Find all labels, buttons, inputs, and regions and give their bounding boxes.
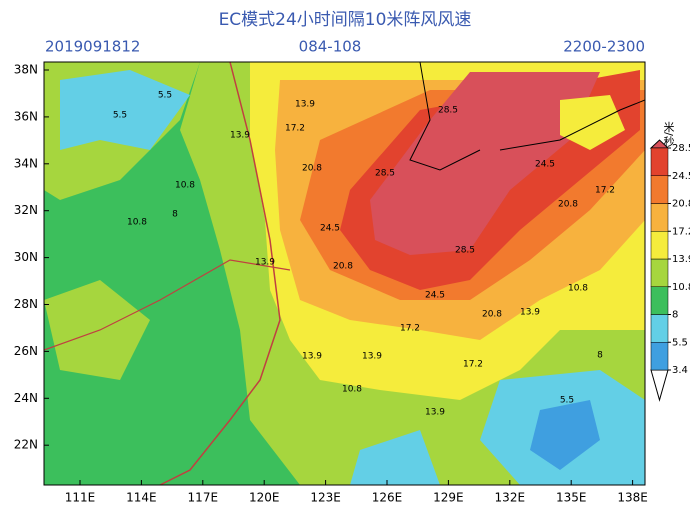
contour-label: 5.5 bbox=[113, 111, 127, 121]
colorbar-label: 28.5 bbox=[672, 143, 690, 154]
map: 5.5 5.5 10.8 13.9 13.9 17.2 20.8 24.5 28… bbox=[44, 62, 645, 485]
colorbar-band bbox=[650, 231, 669, 260]
contour-label: 13.9 bbox=[520, 308, 540, 318]
colorbar: 米/秒 3.4 5.5 8 10.8 13.9 17.2 20.8 24.5 28.5 bbox=[649, 121, 690, 402]
lat-label: 36N bbox=[14, 109, 38, 123]
contour-label: 5.5 bbox=[560, 396, 574, 406]
contour-label: 13.9 bbox=[362, 352, 382, 362]
lon-label: 120E bbox=[249, 491, 280, 505]
axes: 38N 36N 34N 32N 30N 28N 26N 24N 22N 111E 114E 117E 1… bbox=[14, 63, 648, 505]
run-time: 2019091812 bbox=[45, 38, 140, 56]
contour-label: 20.8 bbox=[482, 310, 502, 320]
colorbar-unit: 米/秒 bbox=[662, 121, 675, 147]
contour-label: 10.8 bbox=[175, 181, 195, 191]
colorbar-label: 13.9 bbox=[672, 254, 690, 265]
contour-label: 10.8 bbox=[568, 284, 588, 294]
colorbar-band bbox=[650, 286, 669, 315]
lon-label: 135E bbox=[556, 491, 587, 505]
contour-label: 5.5 bbox=[158, 91, 172, 101]
colorbar-band bbox=[650, 147, 669, 176]
lon-label: 117E bbox=[188, 491, 219, 505]
contour-label: 17.2 bbox=[400, 324, 420, 334]
contour-label: 24.5 bbox=[425, 291, 445, 301]
contour-label: 24.5 bbox=[535, 160, 555, 170]
contour-label: 17.2 bbox=[595, 186, 615, 196]
map-frame bbox=[43, 61, 646, 486]
colorbar-label: 10.8 bbox=[672, 282, 690, 293]
lat-label: 38N bbox=[14, 63, 38, 77]
lon-label: 123E bbox=[310, 491, 341, 505]
colorbar-band bbox=[650, 314, 669, 343]
colorbar-arrow-low bbox=[650, 369, 669, 402]
valid-time: 2200-2300 bbox=[563, 38, 645, 56]
lon-label: 129E bbox=[433, 491, 464, 505]
lat-label: 26N bbox=[14, 344, 38, 358]
contour-label: 20.8 bbox=[333, 262, 353, 272]
contour-label: 20.8 bbox=[302, 164, 322, 174]
colorbar-label: 8 bbox=[672, 310, 678, 321]
lat-label: 22N bbox=[14, 438, 38, 452]
colorbar-label: 3.4 bbox=[672, 365, 688, 376]
lon-label: 126E bbox=[372, 491, 403, 505]
contour-label: 17.2 bbox=[285, 124, 305, 134]
contour-label: 13.9 bbox=[255, 258, 275, 268]
colorbar-label: 17.2 bbox=[672, 226, 690, 237]
contour-label: 28.5 bbox=[455, 246, 475, 256]
lon-label: 132E bbox=[495, 491, 526, 505]
contour-label: 20.8 bbox=[558, 200, 578, 210]
lead-time: 084-108 bbox=[299, 38, 362, 56]
lat-label: 34N bbox=[14, 156, 38, 170]
lon-label: 138E bbox=[617, 491, 648, 505]
contour-label: 8 bbox=[172, 210, 178, 220]
contour-label: 28.5 bbox=[375, 169, 395, 179]
lat-label: 24N bbox=[14, 391, 38, 405]
lat-label: 32N bbox=[14, 203, 38, 217]
colorbar-band bbox=[650, 342, 669, 371]
colorbar-band bbox=[650, 258, 669, 287]
title: EC模式24小时间隔10米阵风风速 bbox=[219, 10, 472, 30]
lon-label: 111E bbox=[65, 491, 96, 505]
lon-label: 114E bbox=[126, 491, 157, 505]
colorbar-label: 20.8 bbox=[672, 199, 690, 210]
colorbar-label: 24.5 bbox=[672, 171, 690, 182]
colorbar-band bbox=[650, 175, 669, 204]
contour-label: 17.2 bbox=[463, 360, 483, 370]
contour-label: 13.9 bbox=[302, 352, 322, 362]
contour-label: 8 bbox=[597, 351, 603, 361]
contour-label: 28.5 bbox=[438, 106, 458, 116]
contour-label: 24.5 bbox=[320, 224, 340, 234]
contour-label: 13.9 bbox=[230, 131, 250, 141]
contour-label: 13.9 bbox=[295, 100, 315, 110]
contour-label: 13.9 bbox=[425, 408, 445, 418]
contour-label: 10.8 bbox=[127, 218, 147, 228]
contour-label: 10.8 bbox=[342, 385, 362, 395]
lat-label: 30N bbox=[14, 250, 38, 264]
colorbar-label: 5.5 bbox=[672, 337, 688, 348]
colorbar-band bbox=[650, 203, 669, 232]
lat-label: 28N bbox=[14, 297, 38, 311]
